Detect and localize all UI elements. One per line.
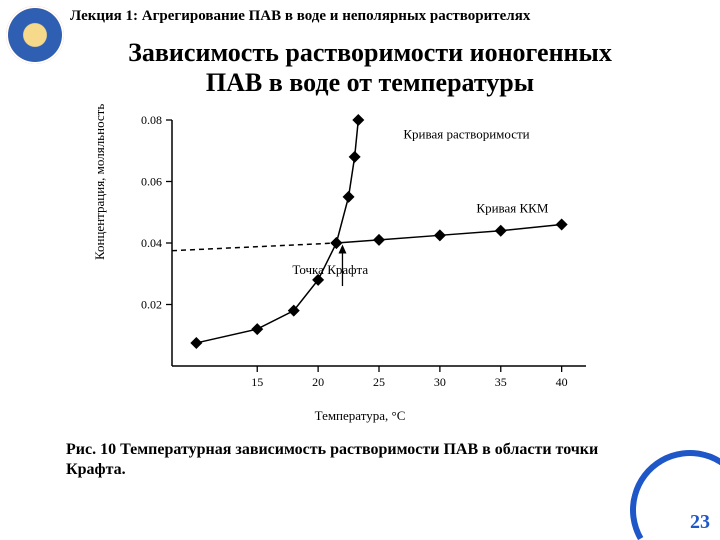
- svg-text:0.06: 0.06: [141, 175, 162, 189]
- title-line-2: ПАВ в воде от температуры: [60, 68, 680, 98]
- svg-text:35: 35: [495, 375, 507, 389]
- title-line-1: Зависимость растворимости ионогенных: [60, 38, 680, 68]
- svg-text:20: 20: [312, 375, 324, 389]
- svg-text:0.02: 0.02: [141, 298, 162, 312]
- svg-text:30: 30: [434, 375, 446, 389]
- svg-text:40: 40: [556, 375, 568, 389]
- svg-text:Кривая ККМ: Кривая ККМ: [476, 200, 548, 215]
- chart-svg: 15 20 25 30 35 40 0.02 0.04 0.06 0.08 Кривая раств…: [120, 110, 600, 400]
- y-axis-label: Концентрация, моляльность: [92, 104, 108, 260]
- logo: [6, 6, 64, 64]
- svg-text:Точка Крафта: Точка Крафта: [292, 262, 368, 277]
- svg-text:0.04: 0.04: [141, 236, 162, 250]
- svg-text:0.08: 0.08: [141, 113, 162, 127]
- slide-title: Зависимость растворимости ионогенных ПАВ…: [60, 38, 680, 98]
- svg-text:25: 25: [373, 375, 385, 389]
- x-axis-label: Температура, °C: [315, 408, 406, 424]
- svg-text:15: 15: [251, 375, 263, 389]
- lecture-header: Лекция 1: Агрегирование ПАВ в воде и неп…: [70, 8, 700, 25]
- page-number: 23: [690, 511, 710, 534]
- svg-text:Кривая растворимости: Кривая растворимости: [403, 126, 529, 141]
- figure-caption: Рис. 10 Температурная зависимость раство…: [66, 440, 660, 480]
- chart: Концентрация, моляльность 1520253035400.…: [120, 110, 600, 420]
